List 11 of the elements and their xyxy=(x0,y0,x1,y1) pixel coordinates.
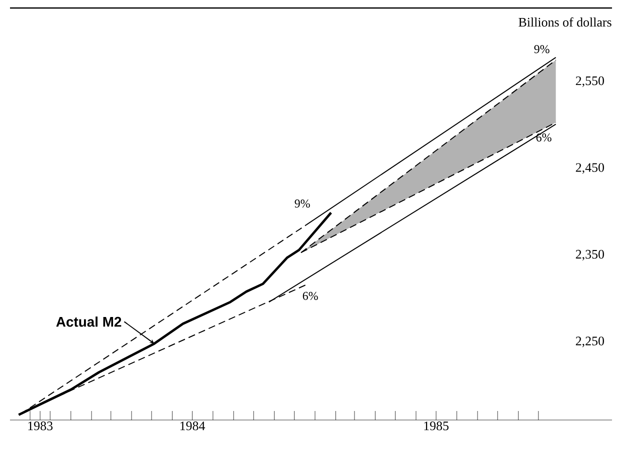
y-tick-label: 2,450 xyxy=(576,163,604,174)
text: Actual M2 xyxy=(56,316,122,327)
x-tick-label: 1985 xyxy=(424,422,449,430)
annotation: 9% xyxy=(534,45,550,54)
x-tick-label: 1983 xyxy=(28,422,53,430)
y-axis-title: Billions of dollars xyxy=(518,17,612,27)
y-tick-label: 2,550 xyxy=(576,76,604,88)
x-tick-label: 1984 xyxy=(180,422,206,430)
y-tick-label: 2,350 xyxy=(576,250,604,261)
y-tick-label: 2,250 xyxy=(576,336,604,348)
annotation: 6% xyxy=(302,292,318,300)
